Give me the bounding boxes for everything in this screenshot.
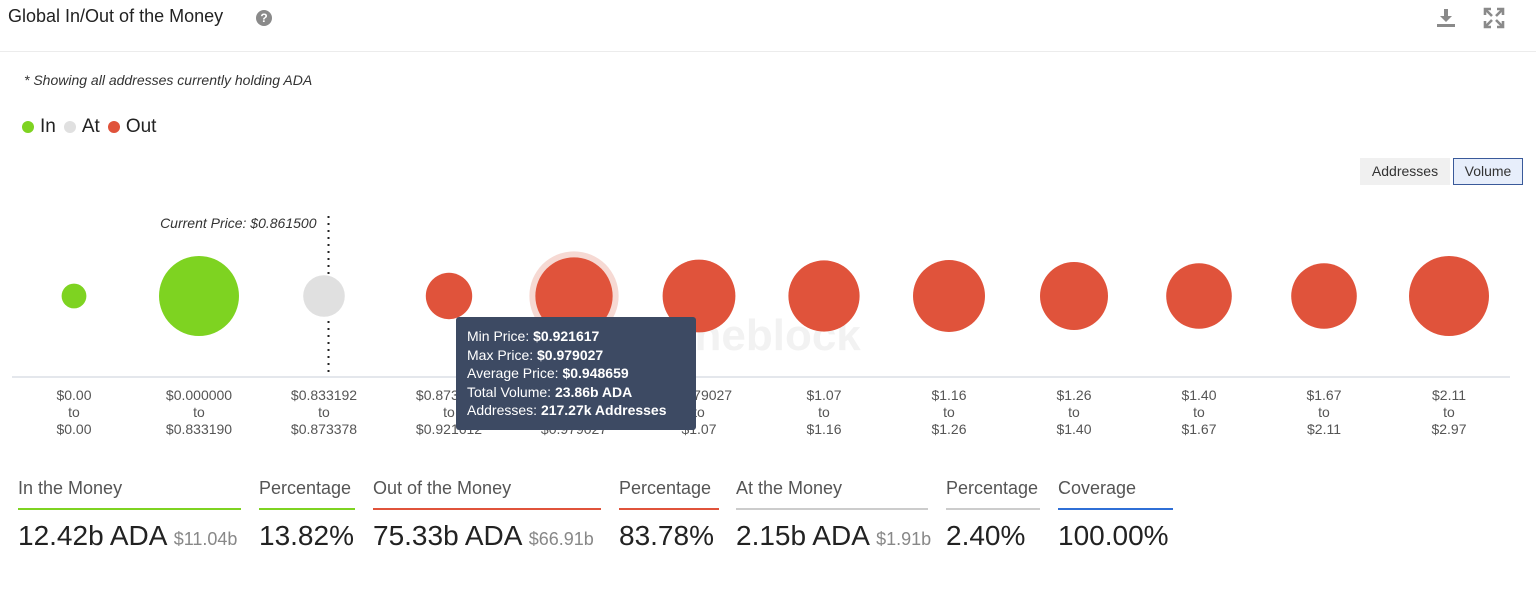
- x-tick-label: to: [1068, 404, 1080, 420]
- bubble-in-0: [61, 283, 87, 309]
- bubble-out-11: [1409, 256, 1489, 336]
- x-tick-label: $0.833192: [291, 387, 357, 403]
- x-tick-label: $2.97: [1431, 421, 1466, 437]
- x-tick-label: to: [318, 404, 330, 420]
- header: Global In/Out of the Money ?: [0, 0, 1536, 52]
- legend-label-at: At: [81, 116, 100, 137]
- x-tick-label: to: [68, 404, 80, 420]
- stat-out-percentage: Percentage 83.78%: [619, 478, 719, 552]
- x-tick-label: to: [818, 404, 830, 420]
- holders-note: * Showing all addresses currently holdin…: [24, 72, 313, 88]
- stat-in-the-money: In the Money 12.42b ADA $11.04b: [18, 478, 241, 552]
- bubble-out-4: [535, 257, 613, 335]
- legend-dot-out: [107, 121, 120, 133]
- chart-tooltip: Min Price: $0.921617 Max Price: $0.97902…: [456, 317, 696, 430]
- fullscreen-icon[interactable]: [1482, 6, 1506, 30]
- tooltip-max-price: $0.979027: [537, 346, 604, 363]
- tooltip-avg-price: $0.948659: [562, 365, 629, 382]
- x-tick-label: $1.40: [1056, 421, 1091, 437]
- legend-dot-at: [63, 121, 76, 133]
- x-tick-label: $0.000000: [166, 387, 232, 403]
- bubble-out-8: [1040, 262, 1108, 330]
- bubble-in-1: [159, 256, 239, 336]
- legend-dot-in: [22, 121, 34, 133]
- x-tick-label: $1.26: [931, 421, 966, 437]
- x-tick-label: $2.11: [1432, 387, 1466, 403]
- x-tick-label: $2.11: [1307, 421, 1341, 437]
- tooltip-total-volume: 23.86b ADA: [554, 383, 633, 400]
- x-tick-label: to: [1443, 404, 1455, 420]
- x-tick-label: $1.40: [1181, 387, 1216, 403]
- x-tick-label: $1.16: [931, 387, 966, 403]
- stat-coverage: Coverage 100.00%: [1058, 478, 1173, 552]
- addresses-toggle-button[interactable]: Addresses: [1360, 158, 1450, 185]
- tooltip-addresses: 217.27k Addresses: [540, 402, 667, 419]
- chart-legend: In At Out: [22, 116, 164, 138]
- page-title: Global In/Out of the Money: [8, 6, 224, 26]
- x-tick-label: $1.26: [1056, 387, 1091, 403]
- legend-label-in: In: [40, 116, 56, 137]
- bubble-out-6: [788, 260, 860, 332]
- bubble-out-7: [913, 260, 985, 332]
- x-tick-label: to: [943, 404, 955, 420]
- bubble-out-10: [1291, 263, 1357, 329]
- x-tick-label: $1.16: [806, 421, 841, 437]
- stat-at-percentage: Percentage 2.40%: [946, 478, 1040, 551]
- current-price-label: Current Price: $0.861500: [160, 215, 317, 231]
- x-tick-label: $0.00: [56, 387, 91, 403]
- x-tick-label: to: [693, 404, 705, 420]
- legend-item-at[interactable]: At: [63, 116, 100, 138]
- x-tick-label: to: [1193, 404, 1205, 420]
- bubble-at-2: [303, 275, 345, 317]
- x-tick-label: $0.00: [56, 421, 91, 437]
- download-icon[interactable]: [1434, 6, 1458, 30]
- tooltip-min-price: $0.921617: [533, 328, 600, 344]
- x-tick-label: $1.67: [1306, 387, 1341, 403]
- x-tick-label: $0.833190: [166, 421, 232, 437]
- help-icon[interactable]: ?: [256, 10, 272, 26]
- x-tick-label: $0.873378: [291, 421, 357, 437]
- bubble-out-3: [425, 272, 473, 320]
- bubble-out-9: [1166, 263, 1232, 329]
- x-tick-label: $1.07: [806, 387, 841, 403]
- x-tick-label: to: [443, 404, 455, 420]
- stat-in-percentage: Percentage 13.82%: [259, 478, 355, 551]
- legend-item-out[interactable]: Out: [107, 116, 157, 138]
- stat-at-the-money: At the Money 2.15b ADA $1.91b: [736, 478, 932, 551]
- legend-label-out: Out: [125, 116, 157, 137]
- x-tick-label: to: [193, 404, 205, 420]
- x-tick-label: $1.67: [1181, 421, 1216, 437]
- legend-item-in[interactable]: In: [22, 116, 56, 138]
- bubble-out-5: [662, 259, 736, 333]
- volume-toggle-button[interactable]: Volume: [1453, 158, 1523, 185]
- x-tick-label: to: [1318, 404, 1330, 420]
- stat-out-of-the-money: Out of the Money 75.33b ADA $66.91b: [373, 478, 601, 552]
